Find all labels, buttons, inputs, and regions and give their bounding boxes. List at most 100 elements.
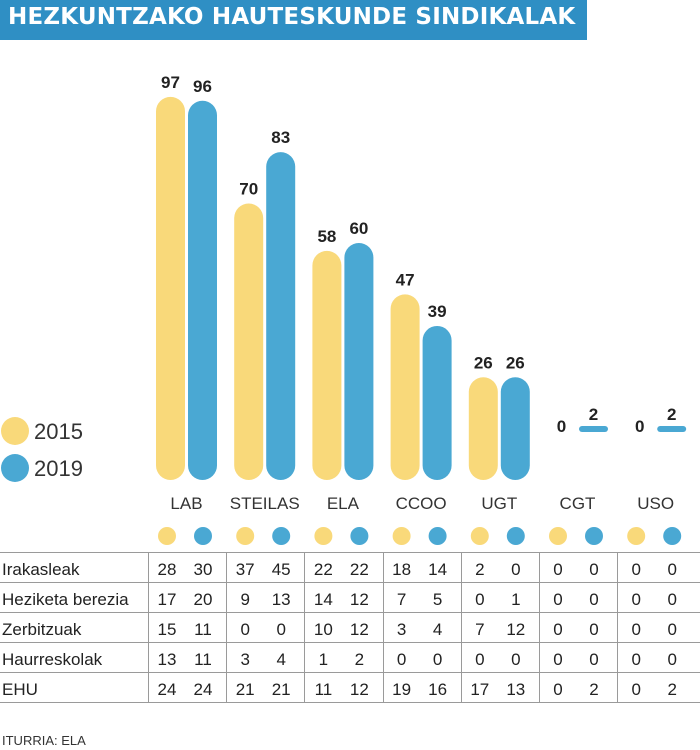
legend-swatch-2019	[1, 454, 29, 482]
table-cell: 12	[506, 620, 526, 639]
value-label-2015-lab: 97	[161, 73, 180, 92]
value-label-2015-cgt: 0	[557, 417, 566, 436]
table-cell: 0	[667, 620, 677, 639]
table-cell: 28	[157, 560, 177, 579]
category-label-uso: USO	[637, 494, 674, 513]
dot-2015-steilas	[236, 527, 255, 545]
table-cell: 0	[631, 620, 641, 639]
column-separator	[148, 552, 149, 702]
table-cell: 0	[667, 560, 677, 579]
table-cell: 0	[589, 590, 599, 609]
bar-2015-ugt	[468, 377, 498, 480]
table-cell: 4	[276, 650, 286, 669]
table-cell: 1	[511, 590, 521, 609]
bar-2019-ccoo	[422, 325, 452, 480]
table-cell: 24	[193, 680, 213, 699]
dot-2019-ccoo	[428, 527, 447, 545]
bar-2015-ccoo	[390, 294, 420, 480]
table-cell: 30	[193, 560, 213, 579]
column-separator	[460, 552, 462, 702]
value-label-2019-uso: 2	[667, 405, 676, 424]
category-label-ela: ELA	[327, 494, 360, 513]
category-label-ccoo: CCOO	[396, 494, 447, 513]
dot-2019-lab	[194, 527, 212, 545]
bar-chart: 97 96 LAB 70 83 STEILAS 58 60 ELA 47 39 CCOO 26 26 UGT…	[1, 73, 687, 545]
bar-2019-ela	[344, 243, 374, 480]
bar-2019-lab	[188, 100, 217, 481]
dot-2015-ela	[314, 527, 333, 545]
table-cell: 0	[553, 590, 563, 609]
bar-2019-cgt	[579, 426, 608, 432]
table-cell: 11	[194, 650, 212, 669]
row-label: Haurreskolak	[2, 650, 103, 669]
value-label-2015-steilas: 70	[239, 180, 258, 199]
bar-2019-ugt	[500, 377, 530, 480]
table-cell: 12	[349, 590, 369, 609]
table-cell: 20	[193, 590, 213, 609]
row-label: Heziketa berezia	[2, 590, 129, 609]
table-cell: 1	[318, 650, 329, 669]
table-cell: 0	[553, 620, 563, 639]
table-row: EHU 24 24 21 21 11 12 19 16 17 13 0 2 0 2	[0, 672, 700, 702]
table-cell: 14	[313, 590, 333, 609]
table-cell: 17	[157, 590, 177, 609]
table-cell: 0	[589, 650, 599, 669]
table-cell: 45	[271, 560, 291, 579]
legend-label-2019: 2019	[34, 456, 83, 481]
table-cell: 0	[631, 590, 641, 609]
table-cell: 0	[553, 650, 563, 669]
legend-swatch-2015	[1, 417, 29, 445]
table-cell: 0	[667, 590, 677, 609]
table-cell: 21	[271, 680, 291, 699]
table-cell: 21	[235, 680, 255, 699]
column-separator	[539, 552, 540, 702]
bar-2019-steilas	[266, 152, 296, 480]
row-label: Zerbitzuak	[2, 620, 82, 639]
value-label-2019-steilas: 83	[271, 128, 290, 147]
table-cell: 10	[313, 620, 333, 639]
table-cell: 0	[276, 620, 286, 639]
category-label-steilas: STEILAS	[230, 494, 300, 513]
dot-2019-steilas	[272, 527, 291, 545]
table-cell: 22	[313, 560, 333, 579]
table-cell: 0	[475, 650, 485, 669]
table-cell: 37	[235, 560, 255, 579]
row-label: EHU	[2, 680, 38, 699]
table-cell: 12	[349, 680, 369, 699]
table-cell: 3	[396, 620, 407, 639]
table-cell: 5	[432, 590, 443, 609]
table-cell: 0	[553, 560, 563, 579]
column-separator	[382, 552, 384, 702]
dot-2019-ela	[350, 527, 369, 545]
dot-2019-ugt	[506, 527, 525, 545]
chart-title: HEZKUNTZAKO HAUTESKUNDE SINDIKALAK	[8, 4, 576, 30]
category-label-ugt: UGT	[481, 494, 517, 513]
row-label: Irakasleak	[2, 560, 80, 579]
table-cell: 0	[475, 590, 485, 609]
table-cell: 0	[553, 680, 563, 699]
value-label-2015-ela: 58	[317, 227, 336, 246]
value-label-2019-lab: 96	[193, 77, 212, 96]
table-cell: 14	[428, 560, 448, 579]
table-cell: 16	[428, 680, 448, 699]
table-cell: 0	[240, 620, 250, 639]
table-cell: 11	[194, 620, 212, 639]
value-label-2019-ccoo: 39	[428, 302, 447, 321]
value-label-2015-ccoo: 47	[396, 270, 415, 289]
table-bottom-rule	[0, 702, 700, 703]
value-label-2019-cgt: 2	[589, 405, 598, 424]
table-cell: 0	[511, 560, 521, 579]
table-cell: 2	[354, 650, 365, 669]
table-cell: 0	[631, 560, 641, 579]
column-separator	[226, 552, 228, 702]
table-cell: 2	[589, 680, 599, 699]
table-cell: 12	[349, 620, 369, 639]
table-cell: 4	[432, 620, 443, 639]
dot-2019-cgt	[585, 527, 603, 545]
table-cell: 0	[589, 560, 599, 579]
dot-2015-uso	[627, 527, 646, 545]
value-label-2015-ugt: 26	[474, 353, 493, 372]
table-cell: 13	[271, 590, 291, 609]
table-row: Haurreskolak 13 11 3 4 1 2 0 0 0 0 0 0 0 0	[0, 642, 700, 672]
value-label-2019-ela: 60	[349, 219, 368, 238]
